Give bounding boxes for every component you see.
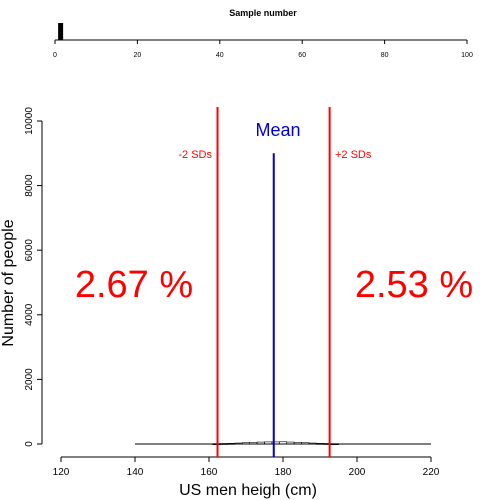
y-axis-tick-label: 8000 bbox=[24, 174, 35, 197]
histogram-bar bbox=[286, 441, 295, 445]
x-axis-tick-label: 200 bbox=[349, 467, 366, 478]
histogram-bar bbox=[249, 442, 258, 445]
histogram-bar bbox=[293, 442, 302, 445]
y-axis-label: Number of people bbox=[0, 219, 17, 346]
sample-number-bars bbox=[58, 23, 64, 40]
y-axis: 0 2000 4000 6000 8000 10000 bbox=[24, 107, 43, 447]
sample-number-tick-label: 80 bbox=[381, 52, 389, 59]
x-axis-tick-label: 120 bbox=[53, 467, 70, 478]
y-axis-tick-label: 2000 bbox=[24, 368, 35, 391]
x-axis-tick-label: 220 bbox=[423, 467, 440, 478]
sample-number-title: Sample number bbox=[229, 8, 297, 18]
x-axis-label: US men heigh (cm) bbox=[179, 482, 317, 499]
histogram-bar bbox=[330, 443, 339, 445]
sample-number-bar bbox=[58, 23, 64, 40]
plus-2sd-label: +2 SDs bbox=[335, 149, 372, 161]
sample-number-tick-label: 40 bbox=[216, 52, 224, 59]
y-axis-tick-label: 6000 bbox=[24, 239, 35, 262]
sample-number-tick-label: 20 bbox=[134, 52, 142, 59]
histogram-bar bbox=[256, 441, 265, 445]
x-axis: 120 140 160 180 200 220 bbox=[53, 456, 440, 478]
minus-2sd-label: -2 SDs bbox=[178, 149, 212, 161]
sample-number-tick-label: 60 bbox=[298, 52, 306, 59]
sample-number-tick-label: 0 bbox=[53, 52, 57, 59]
sample-number-ticks: 0 20 40 60 80 100 bbox=[53, 40, 473, 59]
left-tail-percentage: 2.67 % bbox=[75, 264, 193, 306]
y-axis-tick-label: 0 bbox=[24, 441, 35, 447]
y-axis-tick-label: 4000 bbox=[24, 303, 35, 326]
y-axis-tick-label: 10000 bbox=[24, 107, 35, 135]
right-tail-percentage: 2.53 % bbox=[355, 264, 473, 306]
height-histogram-panel: 0 2000 4000 6000 8000 10000 120 140 160 180 200 22… bbox=[0, 107, 473, 499]
x-axis-tick-label: 180 bbox=[275, 467, 292, 478]
mean-label: Mean bbox=[255, 120, 300, 140]
x-axis-tick-label: 140 bbox=[127, 467, 144, 478]
sample-number-tick-label: 100 bbox=[461, 52, 473, 59]
sample-number-panel: Sample number 0 20 40 60 80 100 bbox=[53, 8, 473, 59]
histogram-bar bbox=[301, 442, 310, 445]
histogram-bars bbox=[135, 441, 431, 445]
histogram-bar bbox=[242, 442, 251, 445]
x-axis-tick-label: 160 bbox=[201, 467, 218, 478]
